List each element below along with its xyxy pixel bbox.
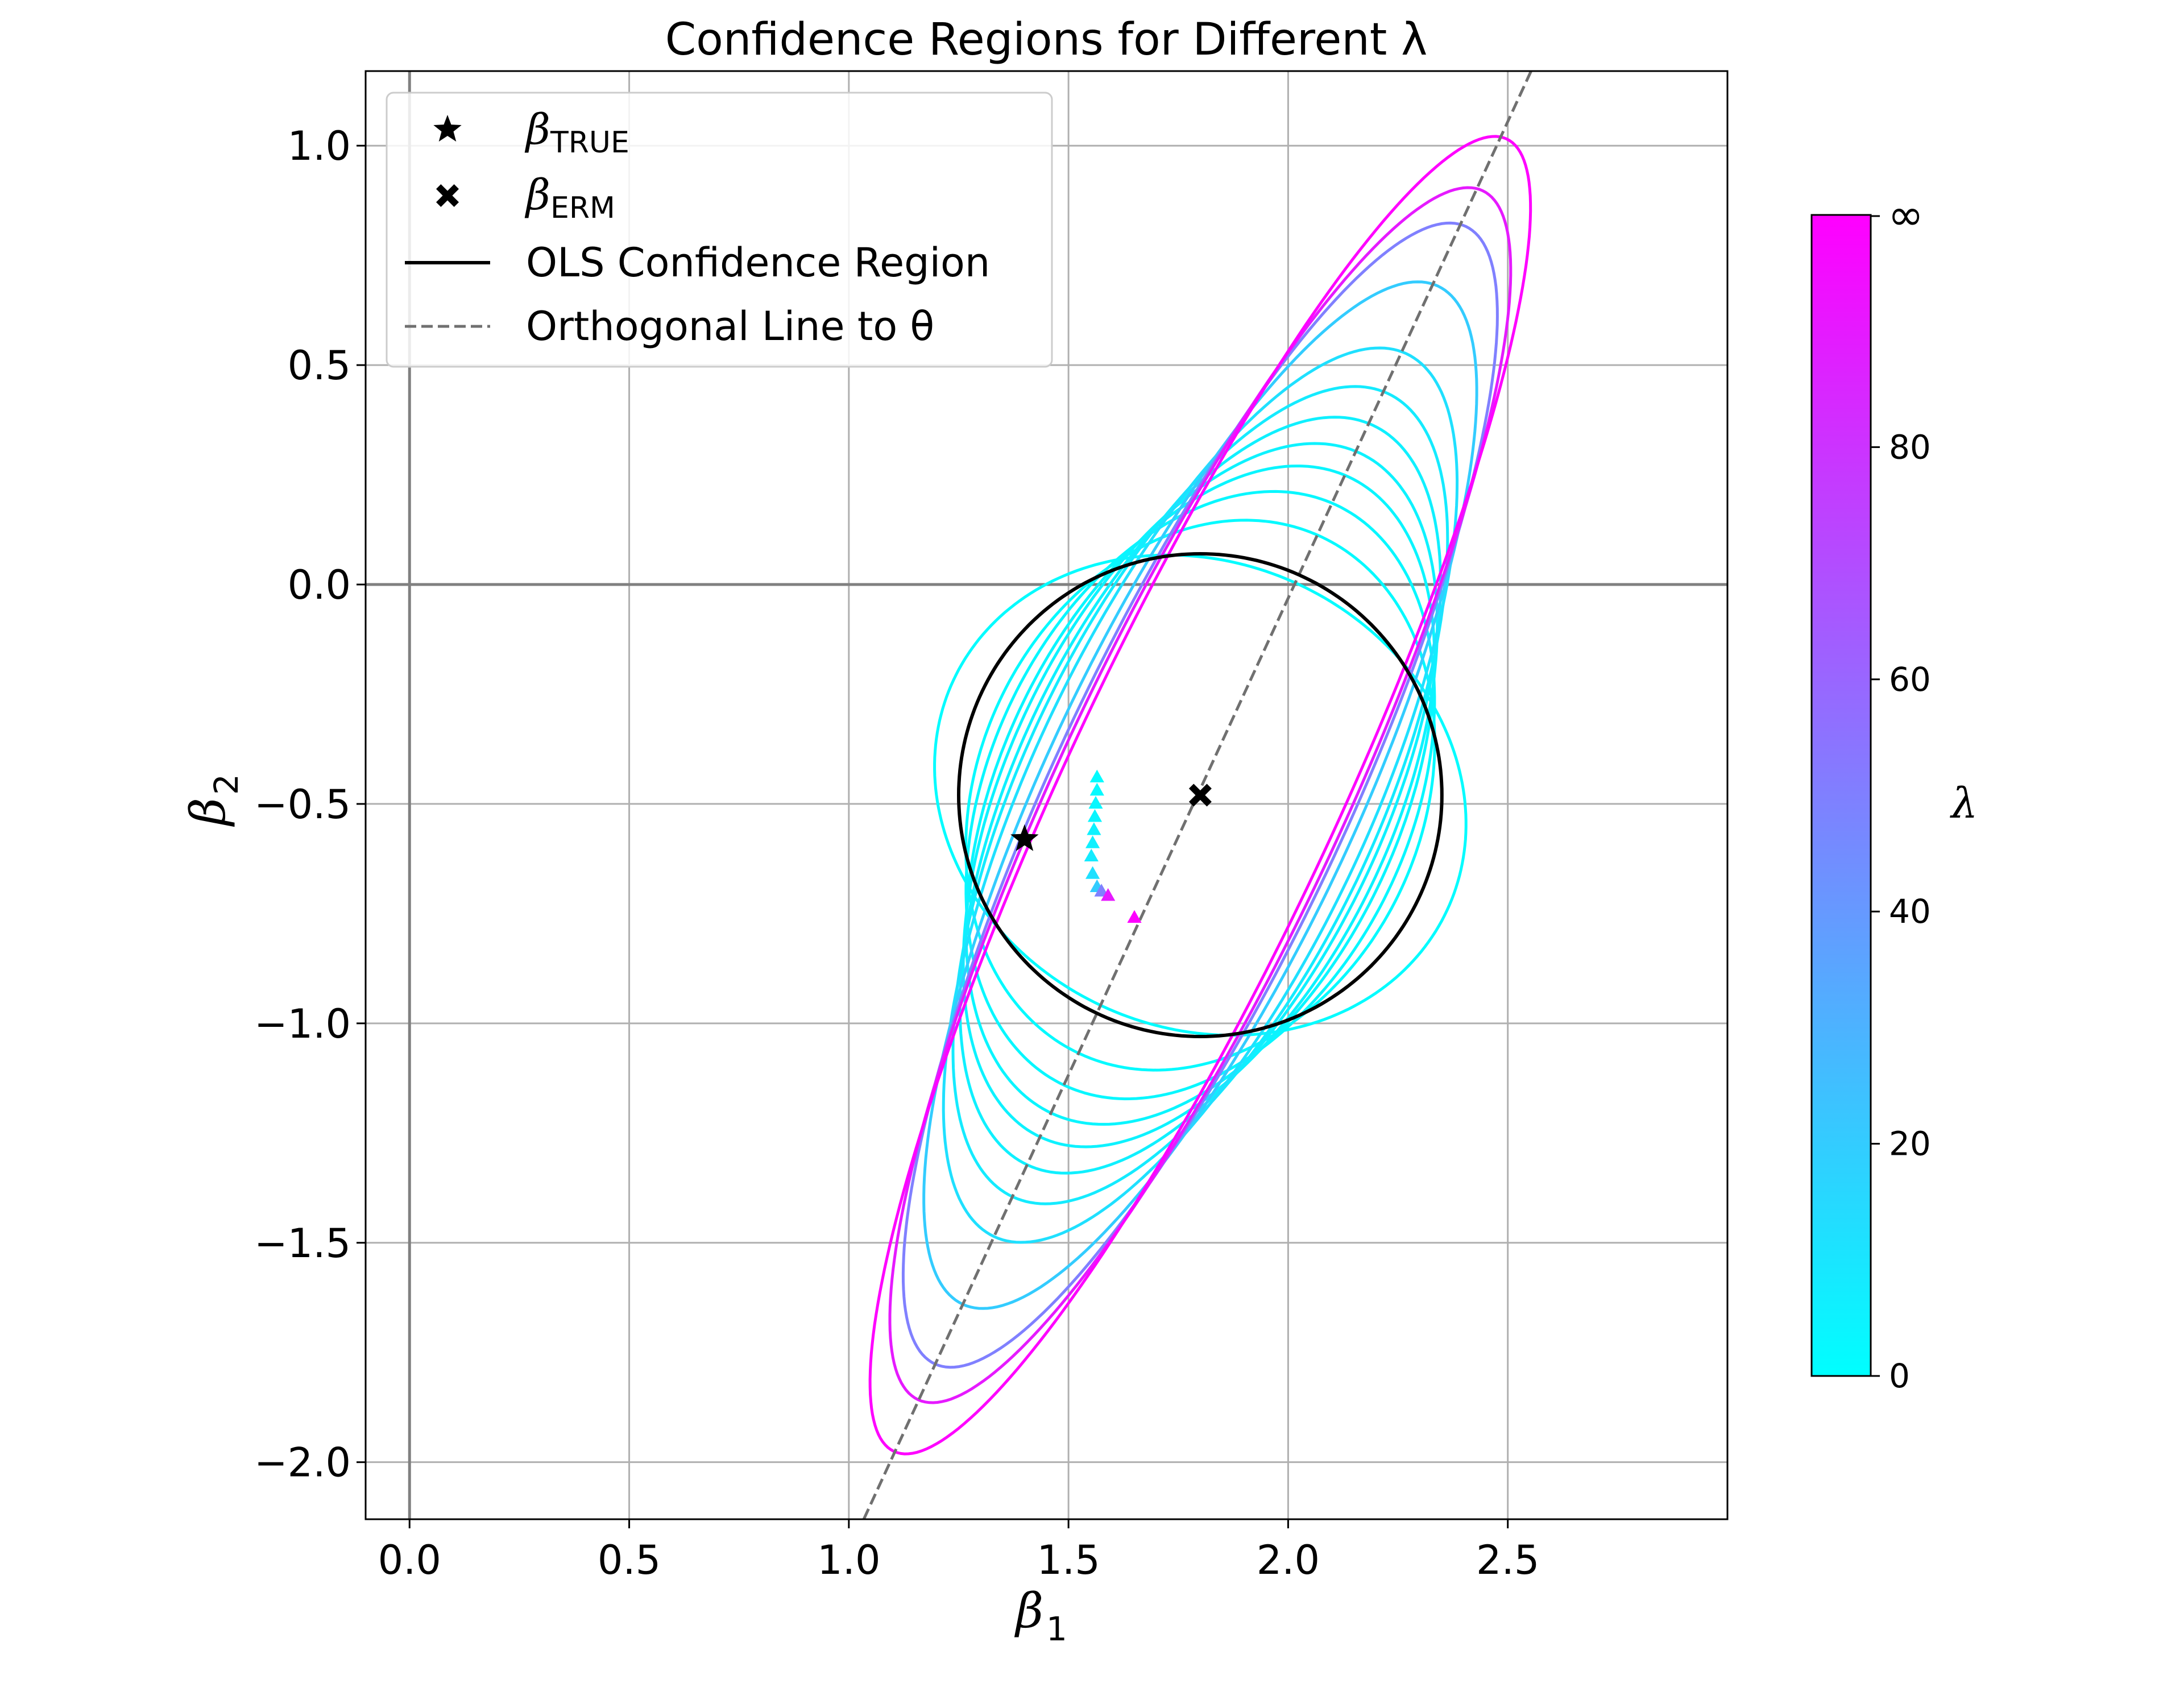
- legend-beta-erm-symbol: β: [524, 171, 550, 219]
- estimate-marker: [1101, 888, 1116, 901]
- x-tick-label: 1.5: [1037, 1537, 1100, 1583]
- chart-title: Confidence Regions for Different λ: [665, 14, 1428, 65]
- y-tick-label: −1.5: [254, 1220, 351, 1267]
- colorbar-tick-label: 80: [1889, 428, 1931, 466]
- estimate-marker: [1084, 848, 1099, 861]
- beta-erm-cross-icon: [1188, 783, 1212, 807]
- confidence-region-ellipse: [942, 346, 1459, 1244]
- x-axis-label: β 1: [1014, 1583, 1067, 1648]
- estimate-marker: [1087, 809, 1103, 822]
- ols-confidence-region: [956, 552, 1444, 1039]
- legend: β TRUE β ERM OLS Confidence Region Ortho…: [386, 92, 1053, 368]
- x-axis-label-subscript: 1: [1046, 1610, 1067, 1648]
- estimate-marker: [1127, 910, 1142, 923]
- y-axis-ticks: 1.0 0.5 0.0 −0.5 −1.0 −1.5 −2.0: [254, 123, 366, 1486]
- y-axis-label-symbol: β: [180, 798, 236, 827]
- legend-handles: [405, 115, 490, 328]
- colorbar-tick-label: 20: [1889, 1125, 1931, 1163]
- estimate-marker: [1089, 769, 1104, 782]
- colorbar-gradient: [1810, 214, 1872, 1377]
- legend-ols-label: OLS Confidence Region: [526, 239, 990, 286]
- confidence-region-ellipse: [888, 186, 1513, 1404]
- confidence-region-ellipse: [933, 553, 1468, 1037]
- legend-beta-true-subscript: TRUE: [550, 126, 629, 160]
- colorbar-ticks: 0 20 40 60 80: [1871, 428, 1931, 1395]
- estimate-marker: [1089, 782, 1104, 796]
- x-tick-label: 1.0: [817, 1537, 880, 1583]
- legend-orthogonal-label: Orthogonal Line to θ: [526, 303, 934, 350]
- colorbar: 0 20 40 60 80 ∞ λ: [1810, 189, 1978, 1395]
- legend-beta-erm-subscript: ERM: [550, 191, 615, 225]
- legend-cross-icon: [436, 184, 459, 207]
- legend-box: [386, 92, 1053, 368]
- y-tick-label: 1.0: [288, 123, 351, 169]
- colorbar-tick-label: 0: [1889, 1357, 1910, 1395]
- x-tick-label: 0.5: [598, 1537, 661, 1583]
- legend-star-icon: [433, 115, 462, 142]
- y-tick-label: −2.0: [254, 1440, 351, 1486]
- x-tick-label: 2.0: [1257, 1537, 1320, 1583]
- y-tick-label: −1.0: [254, 1001, 351, 1047]
- x-tick-label: 0.0: [378, 1537, 441, 1583]
- y-axis-label-subscript: 2: [207, 774, 246, 795]
- estimate-marker: [1094, 884, 1109, 897]
- y-tick-label: 0.0: [288, 562, 351, 608]
- x-axis-label-symbol: β: [1014, 1583, 1043, 1639]
- estimate-marker: [1085, 835, 1100, 848]
- beta-true-star-icon: [1010, 824, 1039, 851]
- legend-beta-true-symbol: β: [524, 105, 550, 154]
- x-tick-label: 2.5: [1476, 1537, 1539, 1583]
- x-axis-ticks: 0.0 0.5 1.0 1.5 2.0 2.5: [378, 1519, 1539, 1583]
- point-markers: [1010, 769, 1212, 923]
- y-tick-label: 0.5: [288, 342, 351, 389]
- ols-region-circle: [956, 552, 1444, 1039]
- y-tick-label: −0.5: [254, 781, 351, 828]
- y-axis-label: β 2: [180, 774, 246, 827]
- estimate-marker: [1087, 822, 1101, 835]
- colorbar-infinity-label: ∞: [1888, 189, 1924, 240]
- colorbar-tick-label: 60: [1889, 660, 1931, 699]
- estimate-marker: [1088, 795, 1103, 809]
- estimate-marker: [1085, 866, 1100, 879]
- colorbar-tick-label: 40: [1889, 892, 1931, 931]
- plot-frame: [364, 70, 1729, 1520]
- colorbar-label: λ: [1950, 779, 1978, 828]
